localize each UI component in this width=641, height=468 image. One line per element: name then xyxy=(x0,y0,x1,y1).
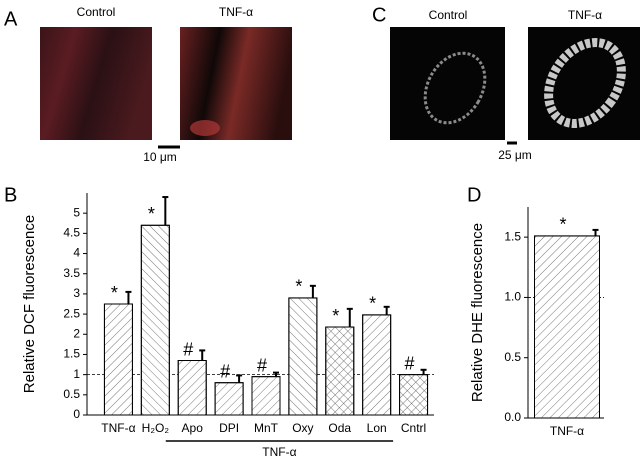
bar-marker: * xyxy=(332,306,339,326)
bar-marker: * xyxy=(369,294,376,314)
y-tick-label: 0 xyxy=(73,407,80,421)
micrograph-detail xyxy=(544,38,626,128)
image-label: TNF-α xyxy=(219,5,253,19)
bar-hatch xyxy=(251,376,281,416)
panel-label: C xyxy=(372,4,386,26)
bar-marker: * xyxy=(148,204,155,224)
x-tick-label: H₂O₂ xyxy=(142,421,170,435)
bar-hatch xyxy=(214,382,244,416)
bar-marker: # xyxy=(405,353,415,373)
x-tick-label: TNF-α xyxy=(550,424,584,438)
micrograph-detail xyxy=(423,51,487,125)
bar-marker: # xyxy=(220,361,230,381)
x-tick-label: DPI xyxy=(219,421,239,435)
bar-hatch xyxy=(399,374,429,416)
y-tick-label: 0.0 xyxy=(504,410,521,424)
micrograph-detail xyxy=(190,120,220,136)
x-tick-label: Cntrl xyxy=(401,421,426,435)
image-label: TNF-α xyxy=(568,8,602,22)
micrograph xyxy=(40,27,152,140)
bar-marker: # xyxy=(183,339,193,359)
bar-hatch xyxy=(362,314,392,416)
panel-label: B xyxy=(4,184,17,206)
scale-label: 10 μm xyxy=(143,150,177,164)
bar-marker: * xyxy=(111,283,118,303)
bar-hatch xyxy=(140,224,170,416)
micrograph xyxy=(390,27,505,140)
bar-hatch xyxy=(103,303,133,416)
bar-hatch xyxy=(325,326,355,416)
panel-label: D xyxy=(467,184,481,206)
x-tick-label: MnT xyxy=(254,421,279,435)
x-tick-label: TNF-α xyxy=(101,421,135,435)
bar-hatch xyxy=(288,297,318,416)
y-tick-label: 1 xyxy=(73,367,80,381)
image-label: Control xyxy=(429,8,468,22)
bar-marker: * xyxy=(295,277,302,297)
x-tick-label: Oda xyxy=(328,421,351,435)
y-tick-label: 1.5 xyxy=(63,347,80,361)
y-tick-label: 1.0 xyxy=(504,290,521,304)
bar-hatch xyxy=(534,235,600,419)
group-label: TNF-α xyxy=(262,445,296,459)
y-tick-label: 5 xyxy=(73,205,80,219)
y-tick-label: 3 xyxy=(73,286,80,300)
y-tick-label: 1.5 xyxy=(504,229,521,243)
y-axis-label: Relative DCF fluorescence xyxy=(21,215,38,393)
y-tick-label: 4 xyxy=(73,246,80,260)
x-tick-label: Apo xyxy=(182,421,204,435)
bar-hatch xyxy=(177,360,207,416)
y-tick-label: 2.5 xyxy=(63,306,80,320)
scale-label: 25 μm xyxy=(498,148,532,162)
y-tick-label: 4.5 xyxy=(63,226,80,240)
bar-marker: * xyxy=(559,215,566,235)
image-label: Control xyxy=(77,5,116,19)
y-tick-label: 3.5 xyxy=(63,266,80,280)
x-tick-label: Oxy xyxy=(292,421,313,435)
bar-marker: # xyxy=(257,355,267,375)
y-axis-label: Relative DHE fluorescence xyxy=(469,223,486,402)
y-tick-label: 0.5 xyxy=(504,350,521,364)
y-tick-label: 2 xyxy=(73,326,80,340)
x-tick-label: Lon xyxy=(367,421,387,435)
panel-label: A xyxy=(4,8,18,30)
y-tick-label: 0.5 xyxy=(63,387,80,401)
